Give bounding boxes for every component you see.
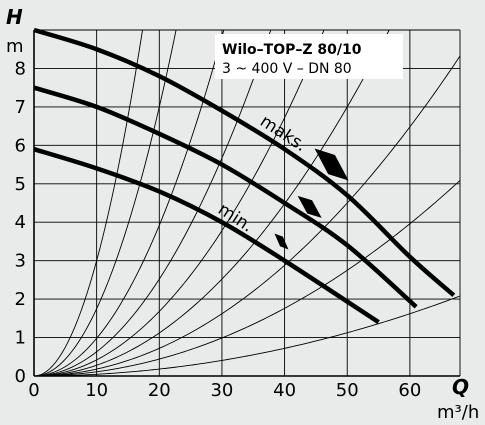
x-tick-label: 40 (273, 380, 296, 401)
x-tick-labels: 0 10 20 30 40 50 60 (28, 380, 421, 401)
x-axis-symbol: Q (452, 375, 469, 399)
system-curve (33, 180, 461, 377)
y-tick-label: 8 (15, 58, 26, 79)
system-curve (33, 29, 177, 377)
y-tick-label: 0 (15, 366, 26, 387)
chart-title: Wilo–TOP–Z 80/10 (222, 42, 362, 58)
x-tick-label: 0 (28, 380, 39, 401)
system-curve (33, 29, 272, 377)
system-curve (33, 29, 325, 377)
system-curve (33, 29, 225, 377)
y-tick-labels: 0 1 2 3 4 5 6 7 8 (15, 58, 26, 387)
x-tick-label: 30 (210, 380, 233, 401)
pump-curve-2 (33, 85, 418, 309)
x-axis-unit: m³/h (437, 402, 479, 423)
system-curves (33, 29, 461, 377)
system-curve (33, 55, 461, 377)
x-tick-label: 20 (148, 380, 171, 401)
x-tick-label: 10 (85, 380, 108, 401)
system-curve (33, 295, 461, 377)
speed-marker (314, 148, 349, 181)
x-tick-label: 50 (336, 380, 359, 401)
y-axis-unit: m (6, 36, 24, 57)
y-tick-label: 6 (15, 135, 26, 156)
speed-marker (297, 195, 322, 218)
y-tick-label: 1 (15, 328, 26, 349)
pump-curve-3 (33, 147, 380, 325)
curve-markers (274, 148, 349, 250)
y-tick-label: 5 (15, 174, 26, 195)
y-axis-symbol: H (6, 5, 23, 29)
system-curve (33, 29, 390, 377)
info-box (215, 34, 403, 79)
y-tick-label: 7 (15, 97, 26, 118)
chart-subtitle: 3 ~ 400 V – DN 80 (222, 61, 352, 77)
speed-marker (274, 233, 289, 250)
grid (33, 29, 461, 377)
system-curve (33, 29, 143, 377)
y-tick-label: 2 (15, 289, 26, 310)
series-lines (33, 27, 456, 325)
pump-curve-1 (33, 27, 456, 297)
y-tick-label: 4 (15, 212, 26, 233)
y-tick-label: 3 (15, 251, 26, 272)
x-tick-label: 60 (398, 380, 421, 401)
